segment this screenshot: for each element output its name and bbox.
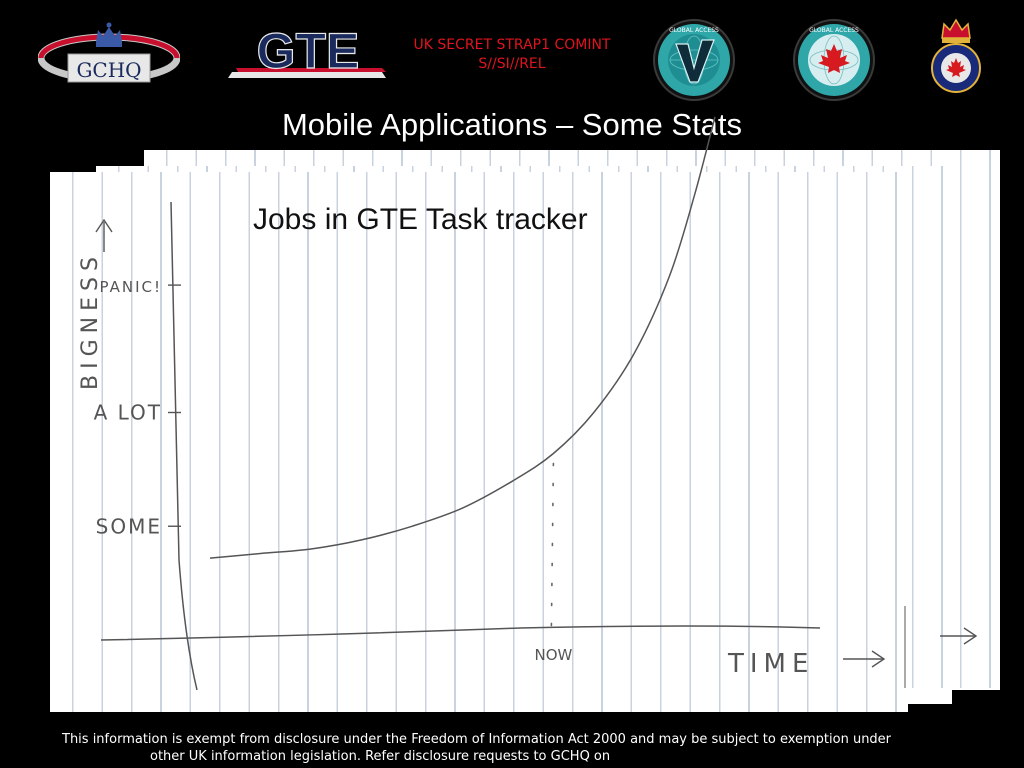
gte-logo-text: GTE — [257, 26, 360, 79]
chart-axes — [100, 201, 821, 691]
classification-banner: UK SECRET STRAP1 COMINT S//SI//REL — [386, 36, 638, 74]
maple-leaf-icon — [818, 44, 850, 73]
y-axis-label: BIGNESS — [78, 251, 103, 390]
paper-edge — [952, 688, 1000, 690]
now-dotted-line — [550, 462, 555, 627]
classification-line-2: S//SI//REL — [478, 56, 546, 72]
paper-sheet-front — [50, 172, 908, 712]
chart-series-line — [209, 116, 716, 559]
gchq-logo: GCHQ — [38, 22, 180, 83]
now-marker — [550, 462, 555, 627]
y-tick-label: SOME — [96, 514, 162, 538]
x-tick-label: NOW — [534, 646, 572, 664]
maple-leaf-icon — [946, 58, 966, 77]
chart-title: Jobs in GTE Task tracker — [253, 203, 588, 236]
x-axis-arrow — [843, 650, 886, 668]
crown-icon — [941, 18, 971, 43]
y-tick-label: PANIC! — [100, 278, 162, 296]
v-icon — [675, 39, 715, 83]
y-tick-label: A LOT — [94, 401, 162, 425]
disclaimer-line-2: other UK information legislation. Refer … — [150, 749, 611, 764]
badge-left-text: GLOBAL ACCESS — [669, 27, 719, 34]
badge-right-text: GLOBAL ACCESS — [809, 27, 859, 34]
gte-logo: GTE — [228, 26, 386, 80]
global-access-canada-badge: GLOBAL ACCESS — [793, 19, 875, 101]
chart-ticks: SOME A LOT PANIC! NOW — [94, 278, 573, 664]
foi-disclaimer: This information is exempt from disclosu… — [0, 731, 1024, 765]
disclaimer-line-1: This information is exempt from disclosu… — [62, 732, 892, 747]
slide-title: Mobile Applications – Some Stats — [281, 107, 743, 142]
crown-icon — [96, 22, 122, 47]
back-sheet-arrow — [904, 606, 978, 688]
gchq-logo-text: GCHQ — [76, 58, 141, 82]
crown-crest-badge — [931, 18, 981, 93]
paper-edge — [908, 688, 952, 704]
y-axis-arrow — [95, 218, 113, 252]
x-axis-line — [100, 625, 821, 641]
global-access-v-badge: GLOBAL ACCESS — [653, 19, 735, 101]
x-axis-label: TIME — [727, 649, 814, 679]
y-axis-line — [170, 201, 198, 691]
classification-line-1: UK SECRET STRAP1 COMINT — [413, 37, 611, 53]
